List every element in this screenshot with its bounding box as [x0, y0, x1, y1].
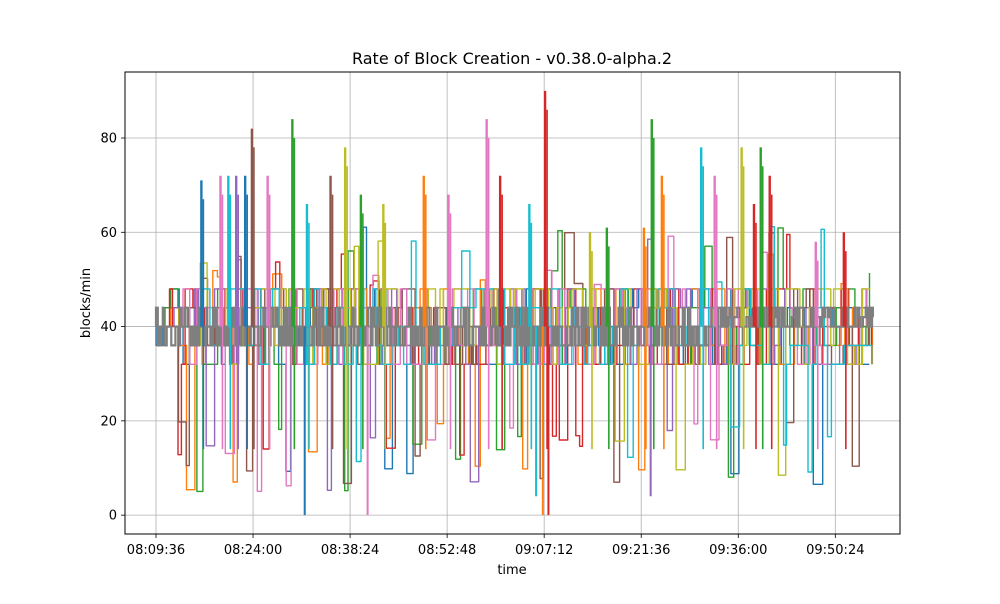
x-tick-label: 09:36:00 — [709, 543, 767, 558]
chart-title: Rate of Block Creation - v0.38.0-alpha.2 — [352, 49, 672, 68]
y-tick-label: 0 — [109, 509, 117, 524]
x-axis-label: time — [497, 563, 526, 578]
x-tick-label: 09:50:24 — [806, 543, 864, 558]
x-tick-label: 08:09:36 — [127, 543, 185, 558]
y-tick-label: 40 — [100, 320, 117, 335]
y-axis-label: blocks/min — [79, 268, 94, 338]
x-tick-label: 09:07:12 — [515, 543, 573, 558]
y-tick-label: 60 — [100, 226, 117, 241]
x-tick-label: 08:24:00 — [224, 543, 282, 558]
x-tick-label: 08:52:48 — [418, 543, 476, 558]
x-tick-label: 08:38:24 — [321, 543, 379, 558]
x-tick-label: 09:21:36 — [612, 543, 670, 558]
y-tick-label: 20 — [100, 414, 117, 429]
y-tick-label: 80 — [100, 132, 117, 147]
